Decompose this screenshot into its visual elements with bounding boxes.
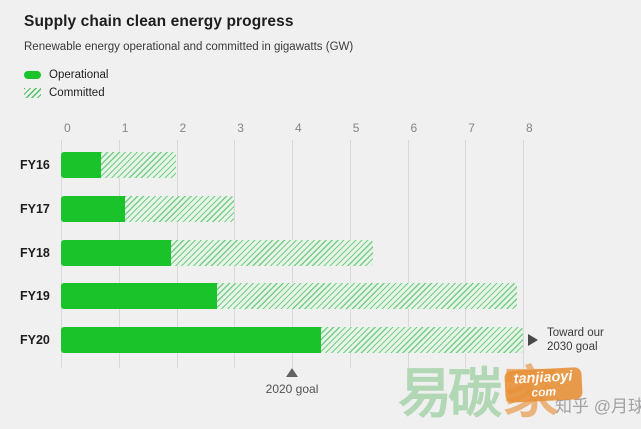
goal-2030-line2: 2030 goal: [547, 341, 598, 353]
chart-subtitle: Renewable energy operational and committ…: [24, 41, 354, 53]
operational-segment-fy16: [61, 152, 102, 178]
triangle-up-icon: [286, 368, 298, 377]
gridline-8: [523, 140, 524, 368]
operational-segment-fy19: [61, 283, 217, 310]
chart-canvas: Supply chain clean energy progress Renew…: [20, 13, 641, 424]
x-tick-label-6: 6: [410, 121, 418, 135]
committed-segment-fy17: [124, 195, 235, 222]
goal-2030-annotation: Toward our 2030 goal: [528, 326, 604, 354]
gridline-6: [407, 140, 409, 368]
goal-2020-label: 2020 goal: [265, 382, 319, 396]
legend-operational-label: Operational: [49, 69, 109, 81]
gridline-7: [465, 140, 467, 368]
bar-fy20: [61, 327, 523, 353]
watermark-cjk-green: 易碳: [398, 364, 502, 424]
x-tick-label-0: 0: [64, 121, 71, 135]
legend-committed-label: Committed: [49, 87, 105, 99]
x-tick-label-8: 8: [526, 121, 533, 135]
bar-fy18: [61, 239, 373, 266]
bar-fy16: [61, 152, 177, 178]
goal-2030-label: Toward our 2030 goal: [547, 326, 604, 354]
watermark-badge: tanjiaoyi com: [504, 367, 583, 403]
category-label-fy19: FY19: [20, 289, 50, 304]
category-label-fy16: FY16: [20, 158, 50, 172]
category-label-fy18: FY18: [20, 245, 50, 260]
operational-segment-fy20: [61, 327, 321, 353]
bar-fy17: [61, 195, 235, 222]
x-tick-label-2: 2: [179, 121, 187, 135]
x-tick-label-7: 7: [468, 121, 475, 135]
category-label-fy17: FY17: [20, 201, 50, 216]
operational-segment-fy18: [61, 239, 171, 266]
operational-swatch-icon: [24, 71, 41, 79]
committed-segment-fy16: [101, 152, 177, 178]
x-tick-label-1: 1: [121, 121, 129, 135]
bar-fy19: [61, 283, 518, 310]
legend-item-committed: Committed: [24, 84, 108, 102]
plot-area: 0 1 2 3 4 5 6 7 8: [61, 121, 533, 368]
goal-2030-line1: Toward our: [547, 327, 604, 339]
committed-segment-fy20: [320, 327, 523, 353]
triangle-right-icon: [528, 334, 538, 346]
legend-item-operational: Operational: [24, 66, 108, 84]
committed-segment-fy19: [216, 283, 518, 310]
watermark-credit: 知乎 @月球: [555, 397, 641, 416]
legend: Operational Committed: [24, 66, 108, 102]
x-tick-label-5: 5: [352, 121, 360, 135]
x-tick-label-3: 3: [237, 121, 244, 135]
operational-segment-fy17: [61, 195, 125, 222]
chart-title: Supply chain clean energy progress: [24, 13, 294, 30]
category-label-fy20: FY20: [20, 333, 50, 347]
committed-segment-fy18: [170, 239, 373, 266]
x-tick-label-4: 4: [295, 121, 302, 135]
committed-swatch-icon: [24, 88, 41, 98]
